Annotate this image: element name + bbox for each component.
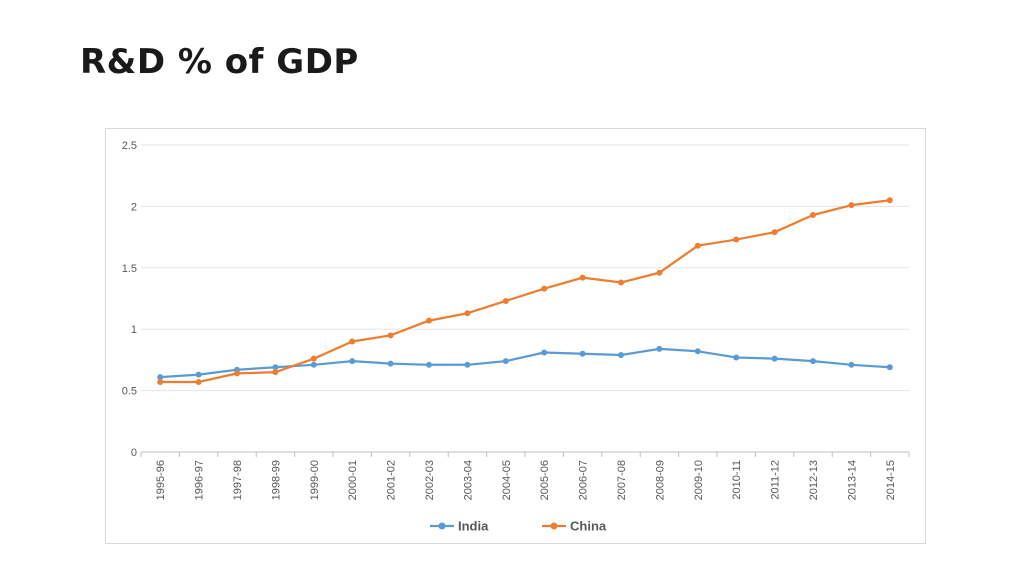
data-point (656, 345, 663, 352)
data-point (541, 285, 548, 292)
data-point (771, 229, 778, 236)
y-axis: 0 0.5 1 1.5 2 2.5 (122, 140, 137, 459)
x-tick-label: 1999-00 (309, 460, 321, 500)
x-tick-label: 2009-10 (693, 460, 705, 500)
x-tick-label: 1997-98 (232, 460, 244, 500)
series-india (157, 345, 893, 381)
data-point (464, 361, 471, 368)
x-tick-label: 2001-02 (386, 460, 398, 500)
legend-label: India (458, 519, 489, 534)
legend: India China (430, 519, 607, 534)
data-point (502, 297, 509, 304)
y-tick-label: 2 (131, 201, 137, 213)
y-tick-label: 0.5 (122, 386, 137, 398)
x-tick-label: 2011-12 (770, 460, 782, 500)
chart-area (105, 128, 926, 544)
legend-item-china: China (542, 519, 607, 534)
x-tick-label: 1995-96 (155, 460, 167, 500)
x-tick-label: 1996-97 (194, 460, 206, 500)
data-point (848, 202, 855, 209)
data-point (387, 332, 394, 339)
x-tick-label: 2005-06 (539, 460, 551, 500)
data-point (272, 364, 279, 371)
data-point (733, 354, 740, 361)
legend-item-india: India (430, 519, 489, 534)
data-point (310, 355, 317, 362)
data-point (733, 236, 740, 243)
series-group (157, 197, 893, 386)
data-point (579, 350, 586, 357)
data-point (771, 355, 778, 362)
x-tick-label: 2014-15 (885, 460, 897, 500)
data-point (195, 379, 202, 386)
x-tick-label: 2004-05 (501, 460, 513, 500)
data-point (656, 269, 663, 276)
data-point (886, 197, 893, 204)
data-point (426, 361, 432, 368)
y-tick-label: 2.5 (122, 140, 137, 152)
page-title: R&D % of GDP (80, 42, 359, 82)
x-tick-label: 2012-13 (808, 460, 820, 500)
y-tick-label: 1.5 (122, 263, 137, 275)
x-tick-label: 2013-14 (846, 460, 858, 500)
series-china (157, 197, 893, 386)
data-point (886, 364, 893, 371)
x-tick-label: 2000-01 (347, 460, 359, 500)
data-point (349, 358, 356, 365)
x-tick-label: 2006-07 (578, 460, 590, 500)
gridlines (141, 144, 909, 453)
data-point (579, 274, 586, 281)
data-point (157, 374, 164, 381)
data-point (810, 358, 816, 365)
data-point (848, 361, 855, 368)
legend-marker (550, 522, 558, 530)
data-point (195, 371, 202, 378)
legend-marker (438, 522, 446, 530)
series-line (159, 347, 891, 379)
data-point (541, 349, 548, 356)
data-point (234, 370, 240, 377)
data-point (502, 358, 509, 365)
x-tick-label: 1998-99 (270, 460, 282, 500)
x-tick-label: 2007-08 (616, 460, 628, 500)
data-point (464, 310, 471, 317)
data-point (310, 361, 317, 368)
data-point (618, 351, 624, 358)
data-point (694, 242, 701, 249)
data-point (618, 279, 624, 286)
data-point (810, 211, 816, 218)
data-point (349, 338, 356, 345)
y-tick-label: 1 (131, 324, 137, 336)
data-point (426, 317, 432, 324)
x-axis: 1995-96 1996-97 1997-98 1998-99 1999-00 2000-… (140, 452, 910, 500)
x-tick-label: 2002-03 (424, 460, 436, 500)
data-point (387, 360, 394, 367)
data-point (694, 348, 701, 355)
x-tick-label: 2010-11 (731, 460, 743, 500)
data-point (157, 379, 164, 386)
x-tick-label: 2003-04 (462, 460, 474, 500)
data-point (272, 369, 279, 376)
series-line (159, 199, 891, 384)
legend-label: China (570, 519, 607, 534)
y-tick-label: 0 (131, 447, 137, 459)
x-tick-label: 2008-09 (654, 460, 666, 500)
